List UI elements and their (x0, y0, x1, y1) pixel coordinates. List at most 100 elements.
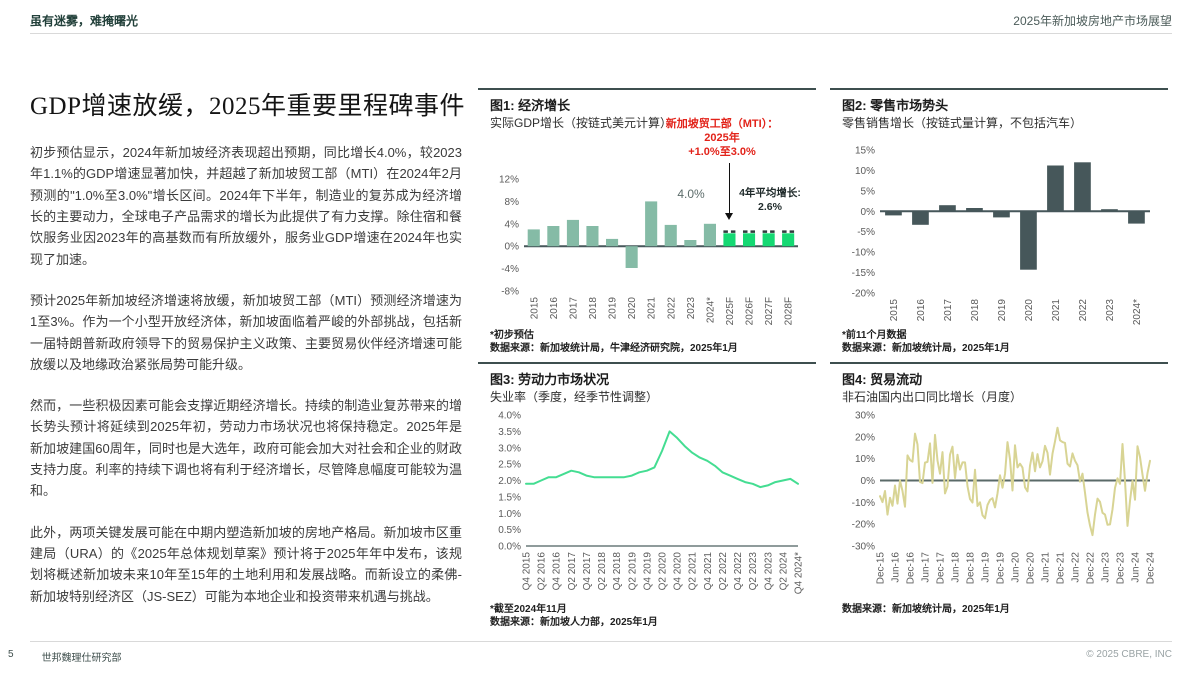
svg-text:-30%: -30% (852, 542, 875, 553)
body-paragraph-2: 预计2025年新加坡经济增速将放缓，新加坡贸工部（MTI）预测经济增速为1至3%… (30, 292, 462, 372)
figure-grid: 图1: 经济增长 实际GDP增长（按链式美元计算） 12% 8% 4% 0% -4% -8… (478, 88, 1168, 630)
svg-text:2.0%: 2.0% (498, 476, 521, 487)
svg-text:2016: 2016 (916, 299, 927, 322)
svg-text:3.0%: 3.0% (498, 443, 521, 454)
svg-text:2020: 2020 (627, 297, 638, 320)
svg-text:3.5%: 3.5% (498, 427, 521, 438)
svg-text:20%: 20% (855, 432, 875, 443)
svg-text:Q2 2019: Q2 2019 (627, 552, 638, 591)
svg-text:-20%: -20% (852, 289, 875, 300)
svg-text:Q4 2015: Q4 2015 (522, 552, 533, 591)
article-column: GDP增速放缓，2025年重要里程碑事件 初步预估显示，2024年新加坡经济表现… (30, 86, 466, 627)
average-growth-annotation: 4年平均增长: 2.6% (739, 187, 801, 213)
unemployment-chart-canvas: 4.0%3.5%3.0%2.5%2.0%1.5%1.0%0.5%0.0%Q4 2… (498, 411, 804, 595)
svg-text:Q4 2023: Q4 2023 (763, 552, 774, 591)
svg-text:Jun-19: Jun-19 (981, 552, 992, 583)
svg-text:Dec-15: Dec-15 (876, 552, 887, 585)
svg-text:12%: 12% (499, 175, 519, 186)
chart-title: 图3: 劳动力市场状况 (490, 372, 610, 387)
svg-text:2016: 2016 (549, 297, 560, 320)
svg-text:2015: 2015 (889, 299, 900, 322)
svg-text:Dec-19: Dec-19 (996, 552, 1007, 585)
svg-text:2028F: 2028F (784, 297, 795, 325)
footer-copyright: © 2025 CBRE, INC (1086, 649, 1172, 660)
footer-page-number: 5 (8, 649, 14, 660)
chart-subtitle: 实际GDP增长（按链式美元计算） (490, 116, 673, 130)
chart-subtitle: 失业率（季度，经季节性调整） (490, 390, 659, 404)
down-arrow-icon (725, 163, 733, 220)
svg-text:4.0%: 4.0% (498, 411, 521, 422)
gdp-bar-chart: 12% 8% 4% 0% -4% -8% 2015 2016 2017 2018 2019 2020 2… (490, 118, 804, 325)
svg-text:Dec-20: Dec-20 (1026, 552, 1037, 585)
footer-department: 世邦魏理仕研究部 (41, 653, 122, 664)
chart-panel-trade-flows: 图4: 贸易流动 非石油国内出口同比增长（月度） 30% 20% 10% 0% -10%… (830, 362, 1168, 630)
svg-text:Q4 2016: Q4 2016 (552, 552, 563, 591)
svg-text:Dec-24: Dec-24 (1146, 552, 1157, 585)
svg-text:0%: 0% (861, 476, 876, 487)
chart-subtitle: 非石油国内出口同比增长（月度） (842, 390, 1023, 404)
svg-text:2021: 2021 (1051, 299, 1062, 322)
svg-text:Dec-23: Dec-23 (1116, 552, 1127, 585)
svg-text:Q4 2021: Q4 2021 (703, 552, 714, 591)
nodx-chart-canvas: 30% 20% 10% 0% -10% -20% -30%Dec-15 Jun-16 Dec-1… (852, 411, 1157, 585)
gdp-chart-canvas: 12% 8% 4% 0% -4% -8% 2015 2016 2017 2018 2019 2020 2… (499, 175, 798, 325)
svg-text:10%: 10% (855, 166, 875, 177)
svg-text:Dec-22: Dec-22 (1086, 552, 1097, 585)
svg-text:2022: 2022 (1078, 299, 1089, 322)
svg-text:2022: 2022 (666, 297, 677, 320)
svg-text:Q2 2018: Q2 2018 (597, 552, 608, 591)
chart-panel-retail-momentum: 图2: 零售市场势头 零售销售增长（按链式量计算，不包括汽车） 15% 10% 5%… (830, 88, 1168, 356)
svg-text:2024*: 2024* (1132, 299, 1143, 325)
svg-text:2023: 2023 (686, 297, 697, 320)
svg-text:-10%: -10% (852, 248, 875, 259)
svg-text:10%: 10% (855, 454, 875, 465)
svg-text:0.0%: 0.0% (498, 542, 521, 553)
header-divider (30, 33, 1172, 34)
svg-text:Dec-16: Dec-16 (906, 552, 917, 585)
body-paragraph-3: 然而，一些积极因素可能会支撑近期经济增长。持续的制造业复苏带来的增长势头预计将延… (30, 398, 462, 499)
svg-text:0%: 0% (505, 242, 520, 253)
svg-text:2018: 2018 (588, 297, 599, 320)
svg-text:Q2 2024: Q2 2024 (778, 552, 789, 591)
body-paragraph-1: 初步预估显示，2024年新加坡经济表现超出预期，同比增长4.0%，较2023年1… (30, 145, 462, 267)
svg-text:2019: 2019 (997, 299, 1008, 322)
svg-text:1.5%: 1.5% (498, 492, 521, 503)
svg-text:0.5%: 0.5% (498, 525, 521, 536)
gdp-2024-value-label: 4.0% (677, 187, 705, 201)
nodx-line-chart: 30% 20% 10% 0% -10% -20% -30% Dec-15 Jun-16 Dec-1… (842, 407, 1156, 599)
retail-chart-canvas: 15% 10% 5% 0% -5% -10% -15% -20% 2015 2016 2017 201… (852, 146, 1150, 325)
chart-footnotes: *截至2024年11月 数据来源：新加坡人力部，2025年1月 (490, 604, 658, 628)
svg-text:2015: 2015 (529, 297, 540, 320)
svg-text:2020: 2020 (1024, 299, 1035, 322)
svg-text:Jun-22: Jun-22 (1071, 552, 1082, 583)
svg-text:-8%: -8% (501, 287, 519, 298)
svg-text:2023: 2023 (1105, 299, 1116, 322)
svg-text:2021: 2021 (647, 297, 658, 320)
svg-text:2018: 2018 (970, 299, 981, 322)
svg-text:Q2 2017: Q2 2017 (567, 552, 578, 591)
svg-text:2027F: 2027F (764, 297, 775, 325)
chart-footnotes: 数据来源：新加坡统计局，2025年1月 (842, 604, 1010, 615)
svg-text:Q2 2021: Q2 2021 (688, 552, 699, 591)
svg-text:2025F: 2025F (725, 297, 736, 325)
svg-text:2026F: 2026F (745, 297, 756, 325)
svg-text:2017: 2017 (943, 299, 954, 322)
footer-left: 5 世邦魏理仕研究部 (8, 649, 122, 664)
svg-text:2019: 2019 (608, 297, 619, 320)
svg-text:5%: 5% (861, 186, 876, 197)
mti-forecast-annotation: 新加坡贸工部（MTI）： 2025年 +1.0%至3.0% (665, 118, 779, 159)
page-title: GDP增速放缓，2025年重要里程碑事件 (30, 93, 466, 120)
body-paragraph-4: 此外，两项关键发展可能在中期内塑造新加坡的房地产格局。新加坡市区重建局（URA）… (30, 524, 462, 604)
svg-text:-15%: -15% (852, 268, 875, 279)
svg-text:-4%: -4% (501, 264, 519, 275)
chart-footnotes: *前11个月数据 数据来源：新加坡统计局，2025年1月 (842, 330, 1010, 354)
svg-text:1.0%: 1.0% (498, 509, 521, 520)
svg-text:-20%: -20% (852, 520, 875, 531)
svg-text:Jun-20: Jun-20 (1011, 552, 1022, 583)
svg-text:Q2 2016: Q2 2016 (537, 552, 548, 591)
footer-divider (30, 641, 1172, 642)
svg-text:8%: 8% (505, 197, 520, 208)
svg-text:Q4 2018: Q4 2018 (612, 552, 623, 591)
chart-subtitle: 零售销售增长（按链式量计算，不包括汽车） (842, 116, 1083, 130)
svg-text:Q2 2022: Q2 2022 (718, 552, 729, 591)
